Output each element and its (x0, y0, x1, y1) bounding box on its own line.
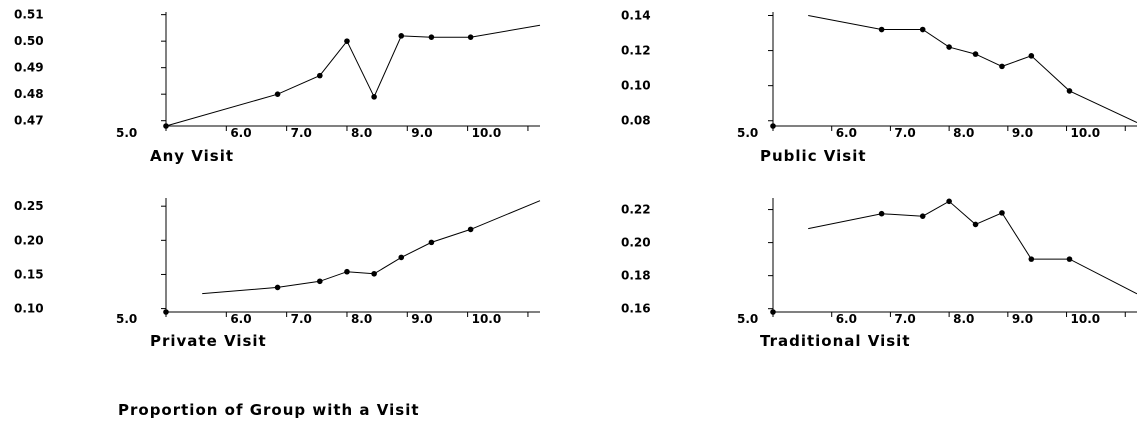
chart-panel: 0.47 0.48 0.49 0.50 0.51 5.0 6.0 7.0 8.0 9.0 10.0 A… (14, 8, 541, 165)
y-tick-label: 0.08 (621, 114, 651, 128)
data-point (878, 26, 885, 33)
series-line (808, 15, 1137, 123)
series-line (202, 200, 541, 295)
x-tick-label: 8.0 (351, 312, 372, 326)
data-point (1066, 256, 1073, 262)
x-tick-label: 10.0 (1071, 126, 1101, 140)
panel-label: Traditional Visit (760, 332, 911, 350)
data-point (1028, 256, 1035, 262)
data-point (919, 213, 926, 219)
x-tick-label: 9.0 (411, 312, 432, 326)
data-point (972, 51, 979, 57)
data-point (946, 44, 952, 50)
data-point (317, 278, 323, 285)
series-line (808, 200, 1137, 295)
x-tick-label: 8.0 (351, 126, 372, 140)
origin-marker (770, 123, 776, 129)
data-point (919, 26, 926, 33)
x-tick-label: 6.0 (836, 126, 857, 140)
y-tick-label: 0.25 (14, 199, 44, 213)
x-tick-label: 7.0 (291, 312, 312, 326)
x-tick-label: 7.0 (894, 126, 915, 140)
data-point (999, 63, 1005, 70)
y-tick-label: 0.18 (621, 269, 651, 283)
x-tick-label: 9.0 (1012, 126, 1033, 140)
data-point (972, 221, 979, 228)
figure-caption: Proportion of Group with a Visit (118, 401, 420, 419)
data-point (999, 210, 1005, 216)
panel-label: Private Visit (150, 332, 267, 350)
x-tick-label: 8.0 (953, 312, 974, 326)
data-point (317, 72, 323, 79)
y-tick-label: 0.22 (621, 203, 651, 217)
data-point (371, 270, 377, 277)
chart-panel: 0.16 0.18 0.20 0.22 5.0 6.0 7.0 8.0 9.0 10.0 Tradi… (621, 198, 1137, 350)
y-tick-label: 0.10 (14, 302, 44, 316)
x-tick-label: 5.0 (737, 312, 758, 326)
data-point (398, 254, 405, 261)
origin-marker (770, 309, 776, 315)
data-point (878, 210, 885, 217)
data-point (398, 33, 405, 39)
origin-marker (163, 309, 169, 315)
y-tick-label: 0.50 (14, 34, 44, 48)
x-tick-label: 5.0 (737, 126, 758, 140)
data-point (428, 239, 435, 246)
data-point (344, 268, 350, 275)
data-point (344, 38, 350, 44)
y-tick-label: 0.47 (14, 114, 44, 128)
x-tick-label: 7.0 (291, 126, 312, 140)
data-point (1066, 88, 1073, 94)
x-tick-label: 6.0 (836, 312, 857, 326)
y-tick-label: 0.20 (621, 236, 651, 250)
x-tick-label: 5.0 (116, 312, 137, 326)
series-line (165, 24, 541, 127)
y-tick-label: 0.14 (621, 9, 651, 23)
data-point (274, 284, 281, 291)
data-point (371, 94, 377, 100)
x-tick-label: 5.0 (116, 126, 137, 140)
data-point (274, 91, 281, 97)
x-tick-label: 10.0 (472, 312, 502, 326)
x-tick-label: 9.0 (411, 126, 432, 140)
chart-panel: 0.10 0.15 0.20 0.25 5.0 6.0 7.0 8.0 9.0 10.0 Priva… (14, 198, 541, 350)
chart-panel: 0.08 0.10 0.12 0.14 5.0 6.0 7.0 8.0 9.0 10.0 Publi… (621, 9, 1137, 165)
x-tick-label: 10.0 (472, 126, 502, 140)
x-tick-label: 8.0 (953, 126, 974, 140)
y-tick-label: 0.20 (14, 233, 44, 247)
data-point (467, 226, 474, 233)
y-tick-label: 0.51 (14, 8, 44, 22)
y-tick-label: 0.12 (621, 44, 651, 58)
y-tick-label: 0.15 (14, 267, 44, 281)
origin-marker (163, 123, 169, 129)
y-tick-label: 0.48 (14, 87, 44, 101)
y-tick-label: 0.49 (14, 61, 44, 75)
x-tick-label: 9.0 (1012, 312, 1033, 326)
data-point (946, 198, 952, 205)
x-tick-label: 7.0 (894, 312, 915, 326)
data-point (467, 34, 474, 40)
y-tick-label: 0.16 (621, 302, 651, 316)
panel-label: Public Visit (760, 147, 867, 165)
x-tick-label: 6.0 (230, 126, 251, 140)
data-point (428, 34, 435, 40)
x-tick-label: 6.0 (230, 312, 251, 326)
data-point (1028, 53, 1035, 59)
x-tick-label: 10.0 (1071, 312, 1101, 326)
panel-label: Any Visit (150, 147, 234, 165)
y-tick-label: 0.10 (621, 79, 651, 93)
